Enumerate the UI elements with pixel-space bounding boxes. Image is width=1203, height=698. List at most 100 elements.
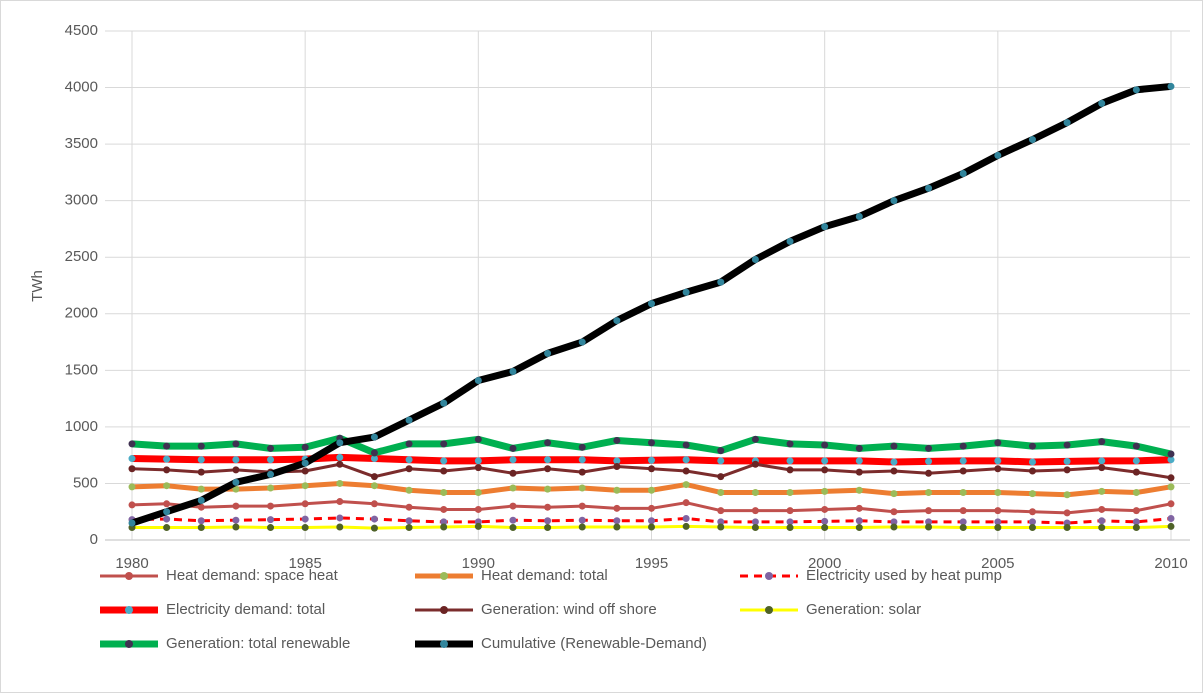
data-point (613, 436, 621, 444)
x-tick-label: 2000 (808, 555, 841, 572)
legend-label: Generation: solar (806, 601, 921, 618)
data-point (1028, 524, 1036, 532)
data-point (682, 522, 690, 530)
data-point (578, 468, 586, 476)
data-point (890, 508, 898, 516)
data-point (1132, 86, 1140, 94)
data-point (474, 505, 482, 513)
data-point (613, 517, 621, 525)
data-point (648, 300, 655, 308)
data-point (509, 502, 517, 510)
data-point (440, 399, 448, 407)
data-point (267, 524, 275, 532)
legend-marker (765, 606, 773, 614)
legend-label: Heat demand: total (481, 567, 608, 584)
data-point (1028, 490, 1036, 498)
data-point (163, 508, 171, 516)
data-point (267, 516, 275, 524)
y-tick-label: 2000 (65, 305, 98, 322)
data-point (1063, 509, 1071, 517)
data-point (786, 507, 794, 515)
data-point (1063, 457, 1071, 465)
legend-label: Generation: wind off shore (481, 601, 657, 618)
data-point (474, 464, 482, 472)
data-point (959, 442, 967, 450)
data-point (1063, 491, 1071, 499)
legend-marker (440, 606, 448, 614)
data-point (1098, 464, 1106, 472)
data-point (474, 488, 482, 496)
y-axis-label: TWh (29, 270, 46, 302)
data-point (197, 456, 205, 464)
data-point (474, 457, 482, 465)
data-point (267, 470, 275, 478)
legend-label: Electricity demand: total (166, 601, 325, 618)
x-tick-label: 1990 (462, 555, 495, 572)
data-point (1098, 438, 1106, 446)
data-point (994, 518, 1002, 526)
data-point (890, 458, 898, 466)
legend-label: Heat demand: space heat (166, 567, 339, 584)
data-point (440, 518, 448, 526)
data-point (855, 444, 863, 452)
data-point (925, 444, 933, 452)
data-point (370, 433, 378, 441)
data-point (163, 482, 171, 490)
data-point (1167, 450, 1175, 458)
data-point (959, 170, 967, 178)
data-point (994, 524, 1002, 532)
data-point (405, 486, 413, 494)
data-point (648, 517, 655, 525)
data-point (197, 442, 205, 450)
data-point (717, 488, 725, 496)
data-point (301, 515, 309, 523)
data-point (163, 500, 171, 508)
data-point (1028, 467, 1036, 475)
data-point (648, 465, 655, 473)
data-point (994, 465, 1002, 473)
data-point (751, 488, 759, 496)
data-point (717, 523, 725, 531)
data-point (1028, 442, 1036, 450)
data-point (994, 457, 1002, 465)
data-point (786, 518, 794, 526)
data-point (959, 524, 967, 532)
data-point (370, 524, 378, 532)
data-point (128, 519, 136, 527)
data-point (925, 518, 933, 526)
data-point (336, 453, 344, 461)
legend-marker (125, 640, 133, 648)
y-tick-label: 1000 (65, 418, 98, 435)
data-point (648, 523, 655, 531)
data-point (855, 517, 863, 525)
data-point (717, 278, 725, 286)
data-point (925, 488, 933, 496)
data-point (370, 449, 378, 457)
data-point (232, 485, 240, 493)
data-point (301, 524, 309, 532)
data-point (1063, 119, 1071, 127)
data-point (405, 440, 413, 448)
data-point (163, 455, 171, 463)
x-tick-label: 1995 (635, 555, 668, 572)
data-point (197, 524, 205, 532)
data-point (1167, 515, 1175, 523)
data-point (232, 440, 240, 448)
data-point (509, 444, 517, 452)
data-point (370, 482, 378, 490)
data-point (855, 486, 863, 494)
data-point (1063, 441, 1071, 449)
y-tick-label: 500 (73, 474, 98, 491)
data-point (786, 237, 794, 245)
data-point (751, 460, 759, 468)
data-point (578, 523, 586, 531)
data-point (890, 467, 898, 475)
data-point (821, 505, 829, 513)
data-point (197, 503, 205, 511)
data-point (301, 467, 309, 475)
data-point (578, 516, 586, 524)
data-point (405, 456, 413, 464)
data-point (786, 440, 794, 448)
data-point (925, 469, 933, 477)
